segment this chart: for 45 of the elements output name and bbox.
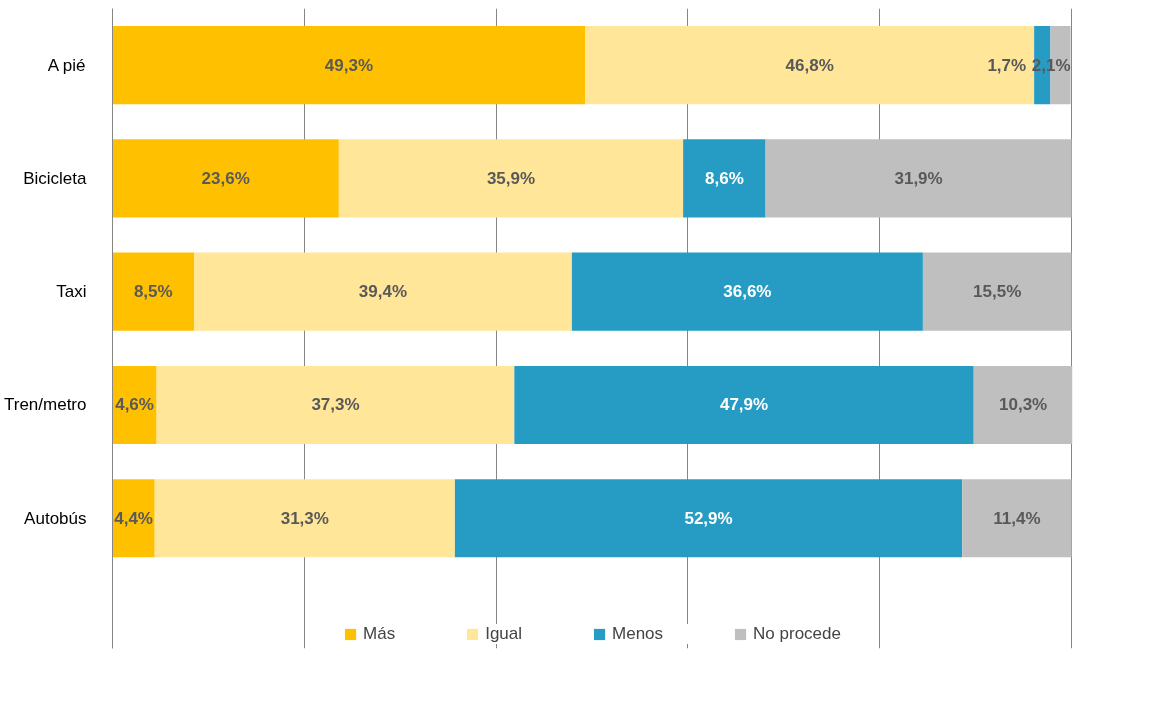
data-label: 52,9%: [684, 508, 733, 528]
data-label: 39,4%: [358, 282, 408, 302]
bar: [973, 365, 1073, 445]
bar: [154, 479, 455, 558]
data-label: 4,4%: [114, 508, 153, 528]
data-label: 37,3%: [311, 395, 360, 415]
data-label: 46,8%: [785, 55, 834, 75]
y-tick-label: Bicicleta: [23, 168, 88, 188]
bar: [683, 139, 766, 218]
data-label: 47,9%: [719, 395, 769, 415]
data-label: 1,7%: [987, 55, 1027, 75]
y-tick-label: Taxi: [56, 282, 87, 302]
bar: [454, 479, 963, 558]
data-label: 31,9%: [894, 168, 943, 188]
data-label: 23,6%: [201, 168, 250, 188]
y-tick-label: Autobús: [24, 508, 87, 528]
legend-label: Más: [363, 624, 396, 644]
bar: [571, 252, 923, 331]
y-tick-label: Tren/metro: [4, 395, 87, 415]
bar: [765, 139, 1072, 218]
bar: [112, 26, 586, 105]
data-label: 8,5%: [133, 282, 173, 302]
bar: [112, 139, 339, 218]
bar: [156, 365, 515, 445]
data-label: 8,6%: [704, 168, 744, 188]
legend-label: No procede: [753, 624, 841, 644]
data-label: 36,6%: [723, 282, 772, 302]
legend-label: Menos: [612, 624, 664, 644]
data-label: 31,3%: [280, 508, 329, 528]
data-label: 49,3%: [324, 55, 374, 75]
data-label: 10,3%: [999, 395, 1048, 415]
bar: [514, 365, 974, 445]
data-label: 11,4%: [993, 508, 1041, 528]
bar: [112, 365, 157, 445]
y-tick-label: A pié: [47, 55, 86, 75]
bar: [338, 139, 684, 218]
legend-label: Igual: [485, 624, 523, 644]
bar: [962, 479, 1072, 558]
data-label: 4,6%: [115, 395, 154, 415]
data-label: 15,5%: [973, 282, 1022, 302]
bar: [922, 252, 1072, 331]
data-label: 35,9%: [486, 168, 536, 188]
bar: [112, 479, 155, 558]
bar: [194, 252, 572, 331]
bar: [112, 252, 195, 331]
